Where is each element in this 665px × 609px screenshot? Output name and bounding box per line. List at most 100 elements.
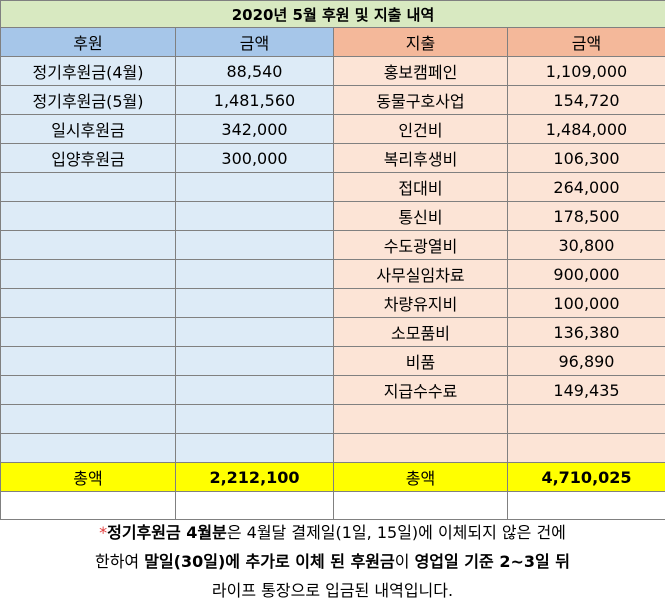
donation-item [0, 317, 176, 347]
footnote-line-3: 라이프 통장으로 입금된 내역입니다. [211, 581, 454, 600]
donation-amount [175, 404, 334, 434]
donation-item [0, 375, 176, 405]
blank-cell [333, 491, 508, 520]
table-row: 소모품비 136,380 [0, 317, 665, 347]
donation-amount [175, 288, 334, 318]
expense-item: 지급수수료 [333, 375, 508, 405]
donation-item [0, 288, 176, 318]
footnote-line-2: 한하여 말일(30일)에 추가로 이체 된 후원금이 영업일 기준 2~3일 뒤 [0, 547, 665, 576]
donation-amount [175, 172, 334, 202]
footnote-text-2c: 이 [394, 552, 415, 571]
table-row [0, 433, 665, 463]
expense-amount: 154,720 [507, 85, 665, 115]
expense-amount: 264,000 [507, 172, 665, 202]
expense-item: 사무실임차료 [333, 259, 508, 289]
expense-item [333, 433, 508, 463]
donation-amount: 1,481,560 [175, 85, 334, 115]
donation-amount [175, 201, 334, 231]
blank-row [0, 491, 665, 520]
expense-item: 소모품비 [333, 317, 508, 347]
footnote-bold-1: 정기후원금 4월분 [107, 523, 227, 542]
expense-amount: 106,300 [507, 143, 665, 173]
donation-amount [175, 230, 334, 260]
expense-item: 수도광열비 [333, 230, 508, 260]
title-row: 2020년 5월 후원 및 지출 내역 [0, 0, 665, 28]
expense-total-label: 총액 [333, 462, 508, 492]
footnote: *정기후원금 4월분은 4월달 결제일(1일, 15일)에 이체되지 않은 건에… [0, 518, 665, 605]
table-row: 일시후원금 342,000 인건비 1,484,000 [0, 114, 665, 144]
donation-item: 정기후원금(5월) [0, 85, 176, 115]
footnote-star: * [99, 523, 108, 542]
expense-item: 접대비 [333, 172, 508, 202]
expense-amount [507, 433, 665, 463]
table-row: 차량유지비 100,000 [0, 288, 665, 318]
table-title: 2020년 5월 후원 및 지출 내역 [0, 0, 665, 28]
donation-amount [175, 375, 334, 405]
header-row: 후원 금액 지출 금액 [0, 27, 665, 57]
expense-item: 인건비 [333, 114, 508, 144]
footnote-line-1: *정기후원금 4월분은 4월달 결제일(1일, 15일)에 이체되지 않은 건에 [0, 518, 665, 547]
total-row: 총액 2,212,100 총액 4,710,025 [0, 462, 665, 492]
blank-cell [0, 491, 176, 520]
blank-cell [507, 491, 665, 520]
footnote-bold-2d: 영업일 기준 2~3일 뒤 [414, 552, 571, 571]
table-row: 정기후원금(5월) 1,481,560 동물구호사업 154,720 [0, 85, 665, 115]
expense-item: 홍보캠페인 [333, 56, 508, 86]
donation-item [0, 230, 176, 260]
donation-amount [175, 433, 334, 463]
donation-item [0, 259, 176, 289]
expense-amount: 178,500 [507, 201, 665, 231]
expense-amount: 900,000 [507, 259, 665, 289]
table-row: 수도광열비 30,800 [0, 230, 665, 260]
expense-item: 차량유지비 [333, 288, 508, 318]
blank-cell [175, 491, 334, 520]
footnote-bold-2b: 말일(30일)에 추가로 이체 된 후원금 [144, 552, 395, 571]
table-row: 정기후원금(4월) 88,540 홍보캠페인 1,109,000 [0, 56, 665, 86]
header-donation-amount: 금액 [175, 27, 334, 57]
donation-total-value: 2,212,100 [175, 462, 334, 492]
expense-item [333, 404, 508, 434]
header-expense: 지출 [333, 27, 508, 57]
expense-amount: 149,435 [507, 375, 665, 405]
expense-item: 비품 [333, 346, 508, 376]
header-donation: 후원 [0, 27, 176, 57]
expense-amount: 136,380 [507, 317, 665, 347]
donation-total-label: 총액 [0, 462, 176, 492]
expense-amount: 1,109,000 [507, 56, 665, 86]
donation-amount [175, 317, 334, 347]
donation-item: 정기후원금(4월) [0, 56, 176, 86]
expense-amount: 100,000 [507, 288, 665, 318]
donation-amount: 88,540 [175, 56, 334, 86]
expense-item: 통신비 [333, 201, 508, 231]
expense-total-value: 4,710,025 [507, 462, 665, 492]
donation-item [0, 433, 176, 463]
table-row: 통신비 178,500 [0, 201, 665, 231]
donation-amount: 342,000 [175, 114, 334, 144]
donation-amount [175, 259, 334, 289]
donation-amount: 300,000 [175, 143, 334, 173]
donation-item [0, 172, 176, 202]
donation-item: 일시후원금 [0, 114, 176, 144]
footnote-text-1: 은 4월달 결제일(1일, 15일)에 이체되지 않은 건에 [226, 523, 566, 542]
expense-amount: 1,484,000 [507, 114, 665, 144]
table-row [0, 404, 665, 434]
donation-item [0, 346, 176, 376]
table-row: 입양후원금 300,000 복리후생비 106,300 [0, 143, 665, 173]
donation-amount [175, 346, 334, 376]
donation-item [0, 201, 176, 231]
header-expense-amount: 금액 [507, 27, 665, 57]
donation-item [0, 404, 176, 434]
table-row: 접대비 264,000 [0, 172, 665, 202]
expense-amount [507, 404, 665, 434]
expense-item: 복리후생비 [333, 143, 508, 173]
expense-amount: 30,800 [507, 230, 665, 260]
table-row: 지급수수료 149,435 [0, 375, 665, 405]
expense-amount: 96,890 [507, 346, 665, 376]
table-row: 비품 96,890 [0, 346, 665, 376]
expense-item: 동물구호사업 [333, 85, 508, 115]
footnote-text-2a: 한하여 [94, 552, 145, 571]
donation-item: 입양후원금 [0, 143, 176, 173]
table-row: 사무실임차료 900,000 [0, 259, 665, 289]
donation-expense-table: 2020년 5월 후원 및 지출 내역 후원 금액 지출 금액 정기후원금(4월… [0, 0, 665, 520]
